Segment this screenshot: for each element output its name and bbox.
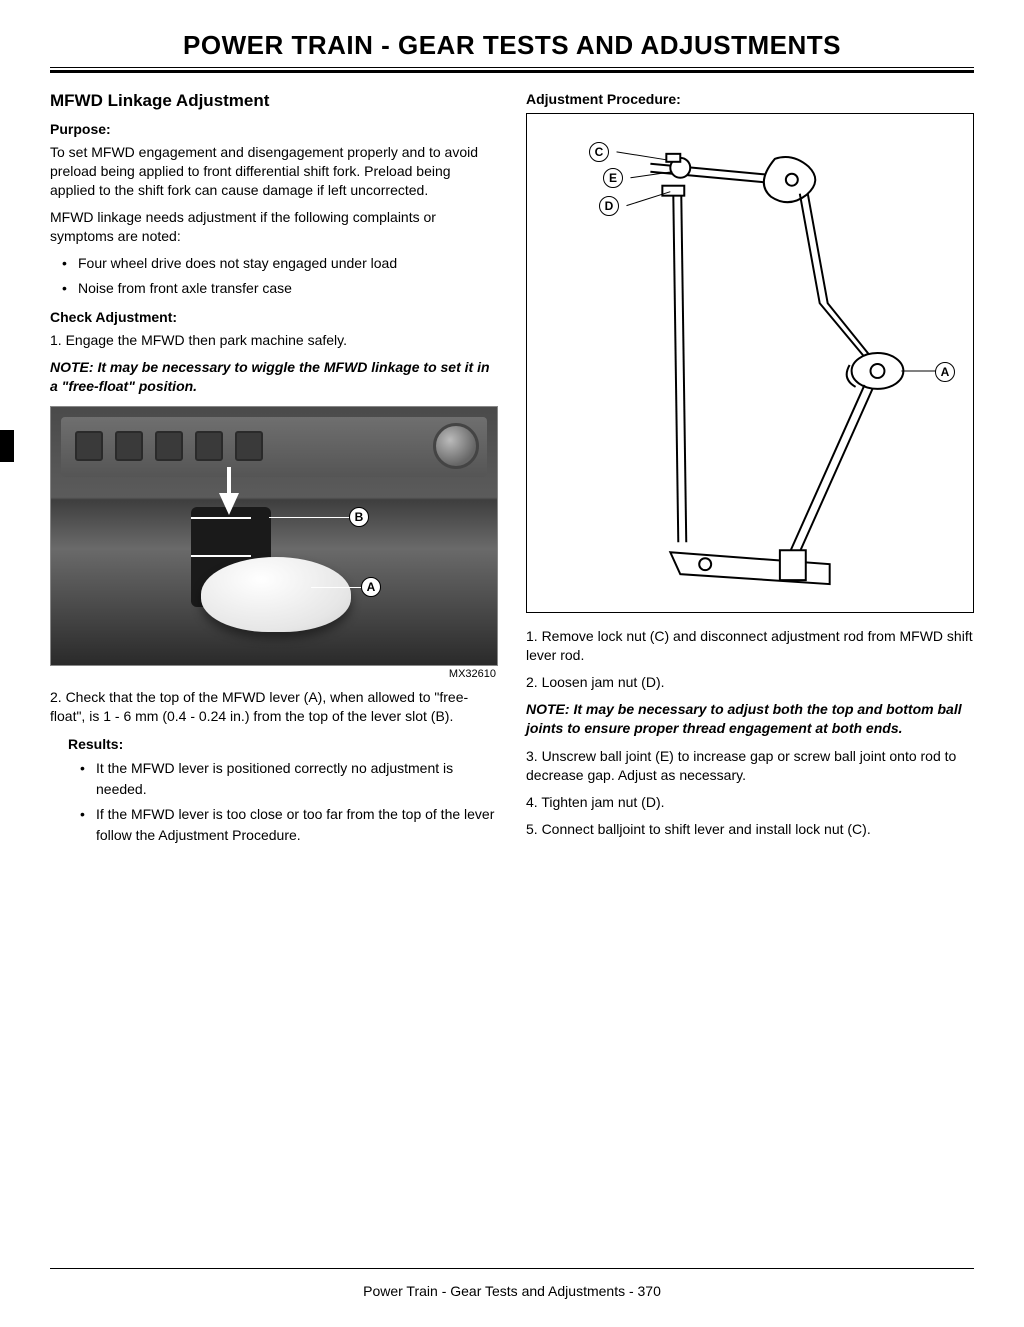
step-text: 1. Engage the MFWD then park machine saf…: [50, 331, 498, 350]
page-title: POWER TRAIN - GEAR TESTS AND ADJUSTMENTS: [50, 30, 974, 61]
lever-knob: [201, 557, 351, 632]
note-text: NOTE: It may be necessary to wiggle the …: [50, 358, 498, 396]
title-rule: [50, 70, 974, 73]
adjustment-head: Adjustment Procedure:: [526, 91, 974, 107]
step-text: 2. Check that the top of the MFWD lever …: [50, 688, 498, 726]
panel-button: [75, 431, 103, 461]
purpose-text: To set MFWD engagement and disengagement…: [50, 143, 498, 200]
callout-c: C: [589, 142, 609, 162]
step-text: 2. Loosen jam nut (D).: [526, 673, 974, 692]
linkage-svg: [527, 114, 973, 612]
step-text: 3. Unscrew ball joint (E) to increase ga…: [526, 747, 974, 785]
step-text: 5. Connect balljoint to shift lever and …: [526, 820, 974, 839]
section-heading: MFWD Linkage Adjustment: [50, 91, 498, 111]
footer-rule: [50, 1268, 974, 1269]
note-text: NOTE: It may be necessary to adjust both…: [526, 700, 974, 738]
list-item: If the MFWD lever is too close or too fa…: [68, 804, 498, 846]
figure-photo: B A: [50, 406, 498, 666]
purpose-head: Purpose:: [50, 121, 498, 137]
figure-number: MX32610: [50, 668, 496, 680]
list-item: It the MFWD lever is positioned correctl…: [68, 758, 498, 800]
results-list: It the MFWD lever is positioned correctl…: [68, 758, 498, 846]
callout-a: A: [935, 362, 955, 382]
left-column: MFWD Linkage Adjustment Purpose: To set …: [50, 91, 498, 856]
power-socket: [433, 423, 479, 469]
results-head: Results:: [68, 736, 498, 752]
list-item: Four wheel drive does not stay engaged u…: [50, 253, 498, 274]
title-rule: [50, 67, 974, 68]
dash-panel: [61, 417, 487, 477]
callout-line: [311, 587, 361, 588]
step-text: 4. Tighten jam nut (D).: [526, 793, 974, 812]
callout-d: D: [599, 196, 619, 216]
callout-e: E: [603, 168, 623, 188]
callout-a: A: [361, 577, 381, 597]
callout-b: B: [349, 507, 369, 527]
list-item: Noise from front axle transfer case: [50, 278, 498, 299]
symptom-list: Four wheel drive does not stay engaged u…: [50, 253, 498, 299]
purpose-text: MFWD linkage needs adjustment if the fol…: [50, 208, 498, 246]
measure-line: [191, 517, 251, 519]
panel-button: [195, 431, 223, 461]
panel-button: [235, 431, 263, 461]
measure-line: [191, 555, 251, 557]
step-text: 1. Remove lock nut (C) and disconnect ad…: [526, 627, 974, 665]
section-tab: [0, 430, 14, 462]
content-columns: MFWD Linkage Adjustment Purpose: To set …: [50, 91, 974, 856]
arrow-down-icon: [219, 493, 239, 515]
results-block: Results: It the MFWD lever is positioned…: [68, 736, 498, 846]
right-column: Adjustment Procedure:: [526, 91, 974, 856]
panel-button: [115, 431, 143, 461]
figure-diagram: C E D A: [526, 113, 974, 613]
panel-button: [155, 431, 183, 461]
callout-line: [269, 517, 349, 518]
page-footer: Power Train - Gear Tests and Adjustments…: [50, 1283, 974, 1299]
check-head: Check Adjustment:: [50, 309, 498, 325]
